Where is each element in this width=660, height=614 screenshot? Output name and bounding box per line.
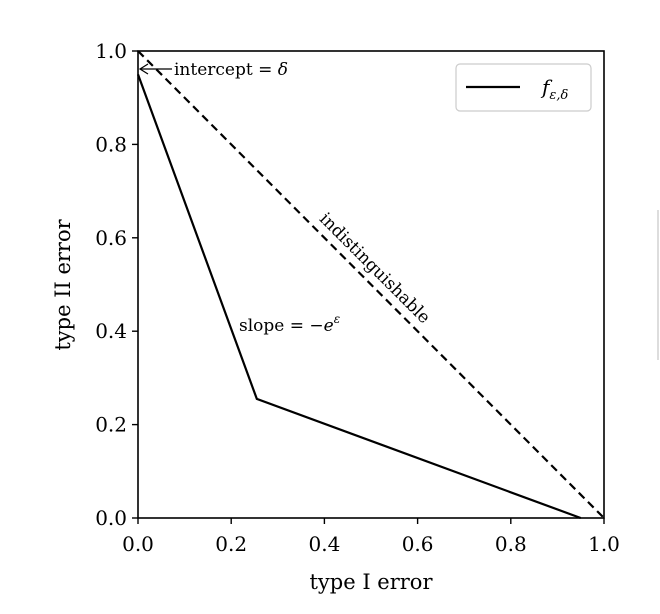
- x-ticks: 0.0 0.2 0.4 0.6 0.8 1.0: [122, 518, 620, 556]
- y-tick-label: 0.2: [95, 413, 127, 437]
- series-line-f-eps-delta: [136, 73, 582, 520]
- intercept-label-symbol: δ: [278, 60, 288, 80]
- x-axis-label: type I error: [309, 570, 433, 594]
- intercept-annotation: intercept = δ: [138, 60, 288, 80]
- x-tick-label: 0.0: [122, 532, 154, 556]
- intercept-arrow-head: [138, 63, 149, 75]
- slope-label-exp: ε: [334, 312, 340, 326]
- series-line-indistinguishable: [137, 50, 605, 519]
- x-tick-label: 1.0: [588, 532, 620, 556]
- x-tick-label: 0.6: [402, 532, 434, 556]
- plot-area: [136, 50, 605, 520]
- y-tick-label: 1.0: [95, 39, 127, 63]
- axes-frame: [137, 50, 605, 519]
- intercept-label: intercept = δ: [174, 60, 288, 80]
- x-tick-label: 0.8: [495, 532, 527, 556]
- x-tick-label: 0.2: [215, 532, 247, 556]
- y-tick-label: 0.0: [95, 506, 127, 530]
- intercept-label-prefix: intercept =: [174, 60, 278, 80]
- y-axis-label: type II error: [51, 218, 75, 350]
- y-ticks: 0.0 0.2 0.4 0.6 0.8 1.0: [95, 39, 138, 530]
- legend-box: [455, 63, 592, 112]
- slope-annotation: slope = −eε: [239, 312, 340, 336]
- legend: fε,δ: [455, 63, 592, 112]
- slope-label-prefix: slope = −: [239, 316, 324, 336]
- y-tick-label: 0.8: [95, 132, 127, 156]
- slope-label-base: e: [324, 316, 334, 336]
- legend-label-sub: ε,δ: [549, 88, 568, 103]
- indistinguishable-annotation: indistinguishable: [315, 209, 434, 328]
- y-tick-label: 0.6: [95, 226, 127, 250]
- x-tick-label: 0.4: [308, 532, 340, 556]
- y-tick-label: 0.4: [95, 319, 127, 343]
